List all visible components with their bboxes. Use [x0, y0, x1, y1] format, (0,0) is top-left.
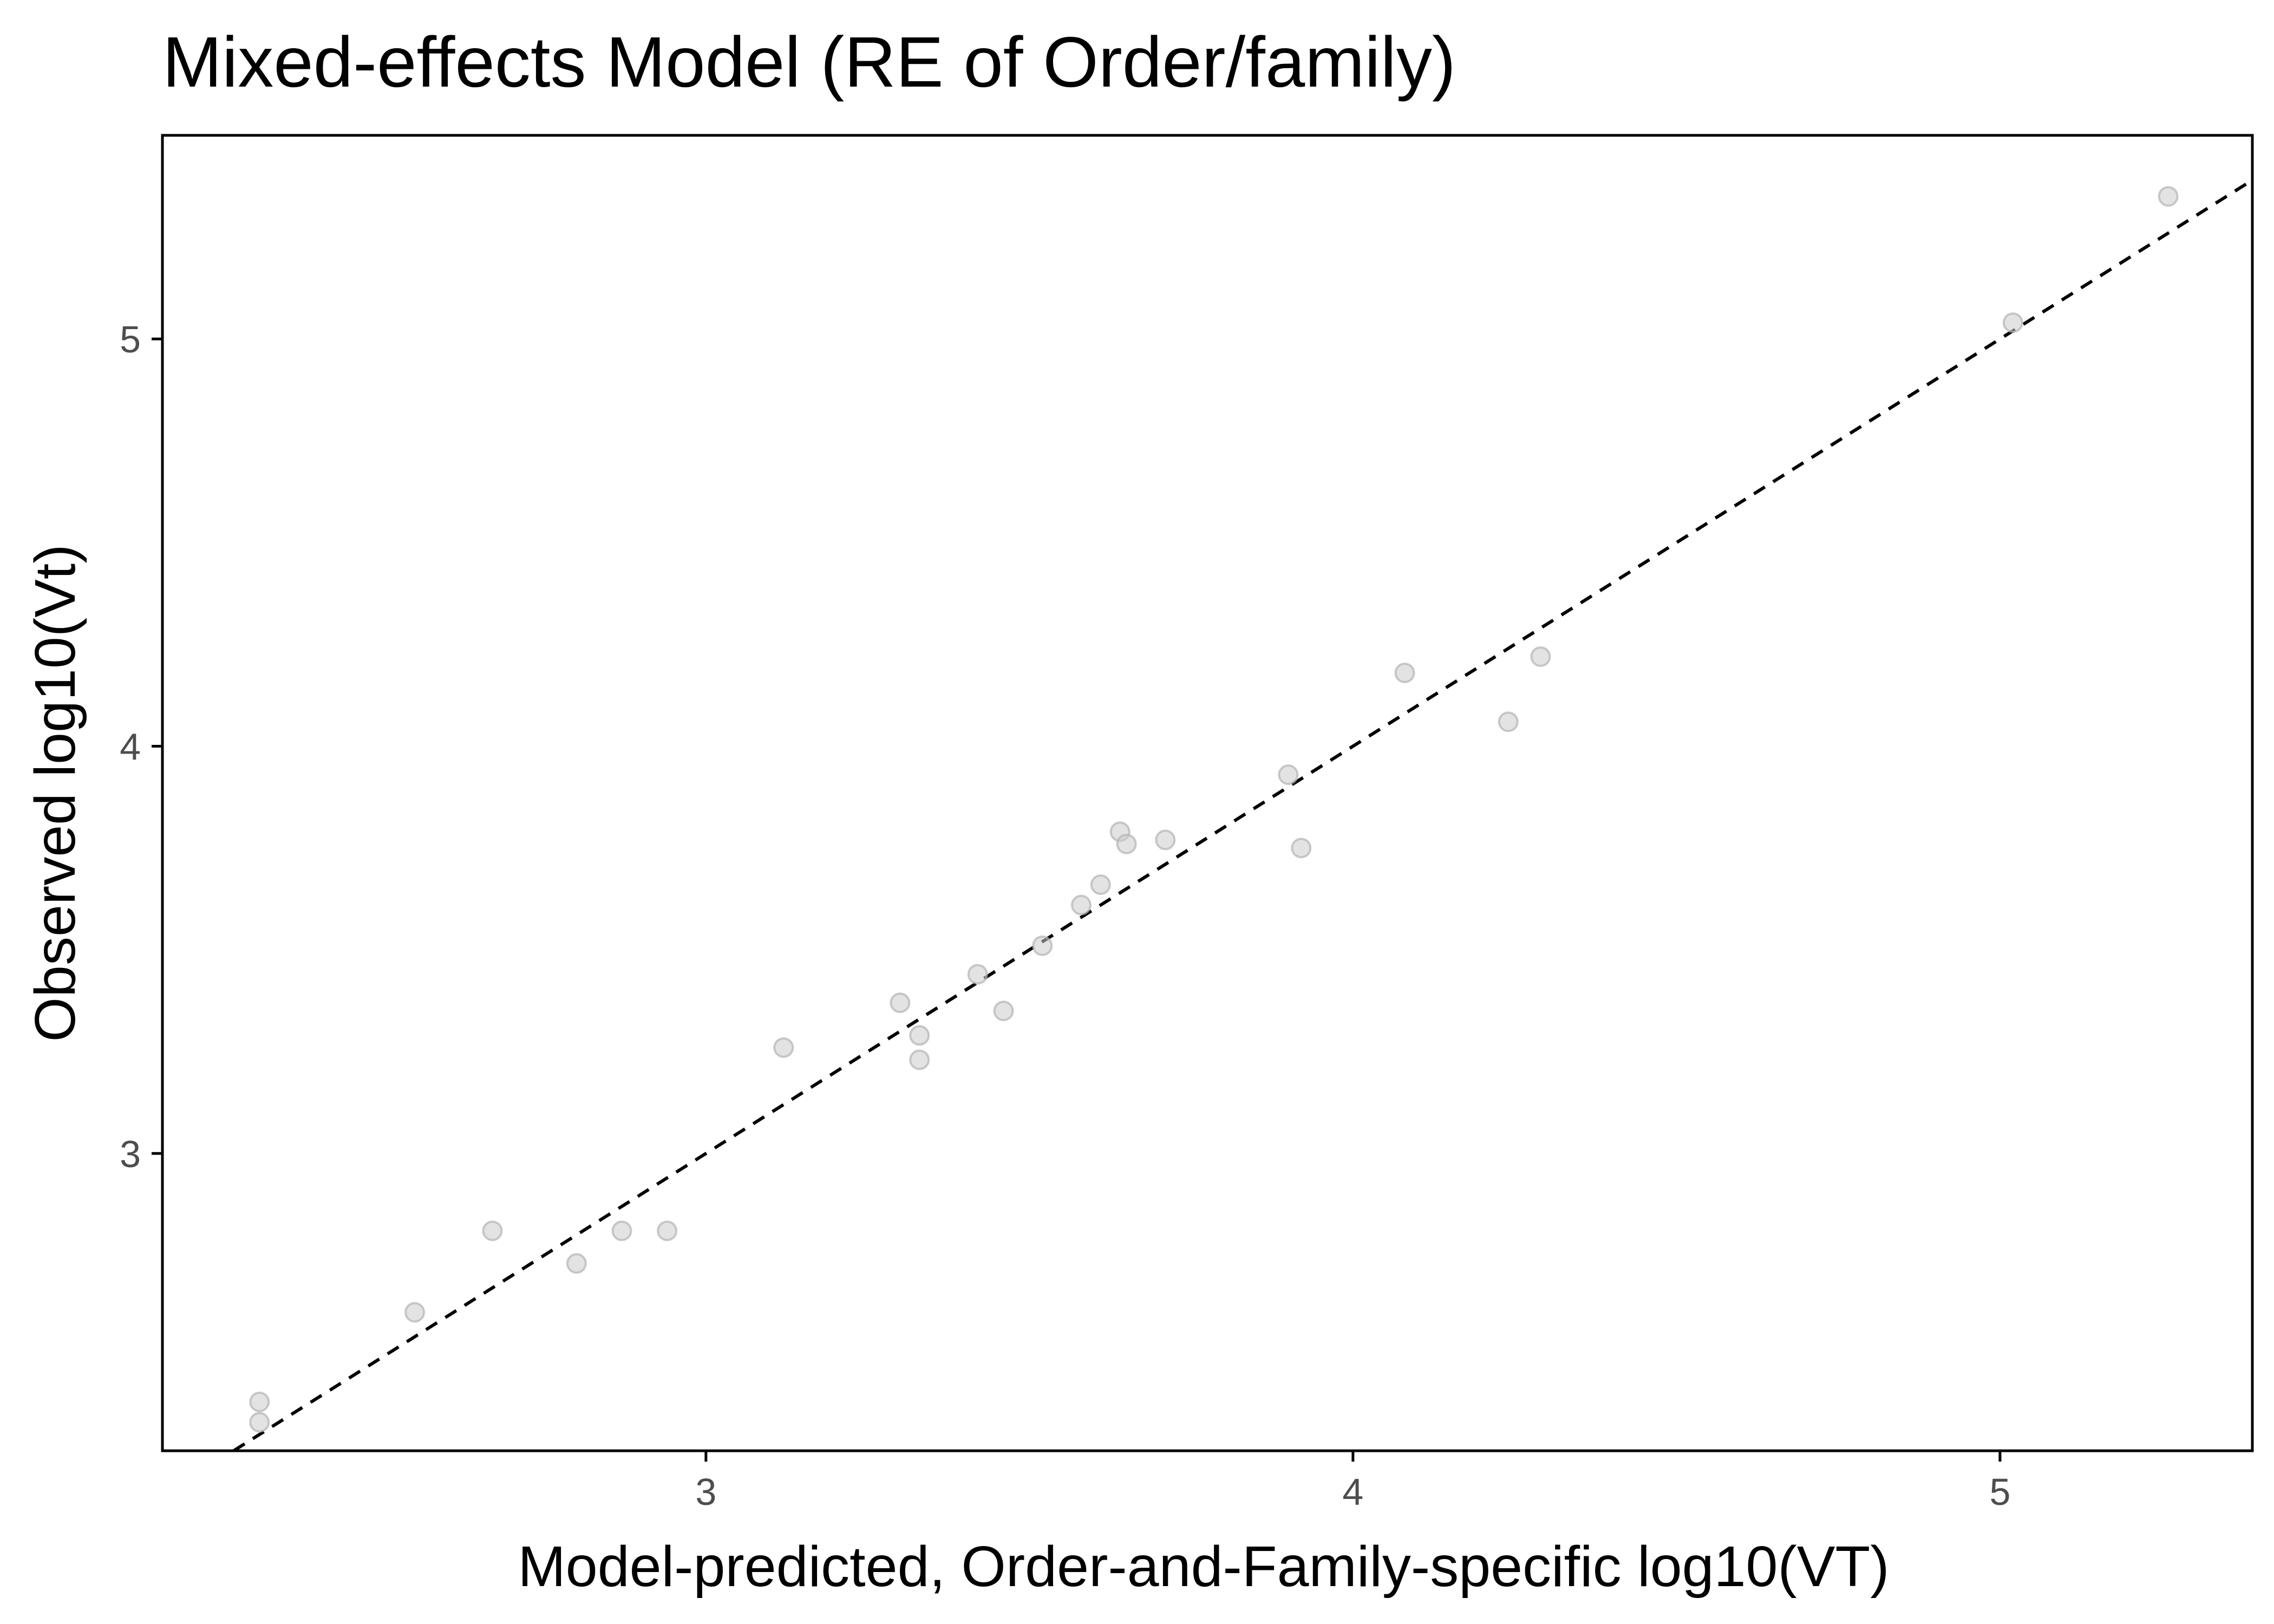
plot-area	[161, 134, 2254, 1452]
x-tick-label: 3	[695, 1471, 716, 1513]
data-point	[1530, 646, 1551, 667]
y-axis: 3 4 5	[120, 318, 162, 1175]
data-point	[1278, 764, 1299, 785]
data-point	[993, 1000, 1014, 1021]
y-axis-title: Observed log10(Vt)	[23, 544, 87, 1042]
plot-frame	[161, 134, 2254, 1452]
data-point	[482, 1220, 503, 1241]
x-tick-label: 5	[1989, 1471, 2010, 1513]
data-point	[909, 1049, 930, 1070]
data-point	[890, 992, 911, 1013]
data-point	[611, 1220, 632, 1241]
x-axis: 3 4 5	[695, 1451, 2010, 1513]
x-axis-title: Model-predicted, Order-and-Family-specif…	[518, 1535, 1889, 1599]
data-point	[1155, 829, 1176, 850]
data-point	[249, 1412, 270, 1433]
y-tick-label: 5	[120, 318, 141, 361]
data-point	[1291, 837, 1312, 859]
data-points	[249, 186, 2179, 1433]
data-point	[1498, 711, 1519, 732]
data-point	[967, 964, 988, 985]
data-point	[1116, 834, 1137, 855]
identity-reference-line	[232, 179, 2253, 1452]
y-tick-label: 4	[120, 725, 141, 768]
data-point	[773, 1037, 794, 1058]
data-point	[657, 1220, 678, 1241]
y-tick-label: 3	[120, 1133, 141, 1175]
data-point	[1090, 874, 1111, 895]
data-point	[1394, 663, 1415, 684]
x-tick-label: 4	[1342, 1471, 1363, 1513]
data-point	[1032, 935, 1053, 957]
data-point	[566, 1253, 587, 1274]
chart-title: Mixed-effects Model (RE of Order/family)	[162, 22, 1456, 102]
data-point	[909, 1025, 930, 1046]
data-point	[404, 1302, 426, 1323]
data-point	[249, 1391, 270, 1412]
data-point	[1070, 894, 1092, 915]
data-point	[2002, 312, 2023, 333]
data-point	[2158, 186, 2179, 207]
